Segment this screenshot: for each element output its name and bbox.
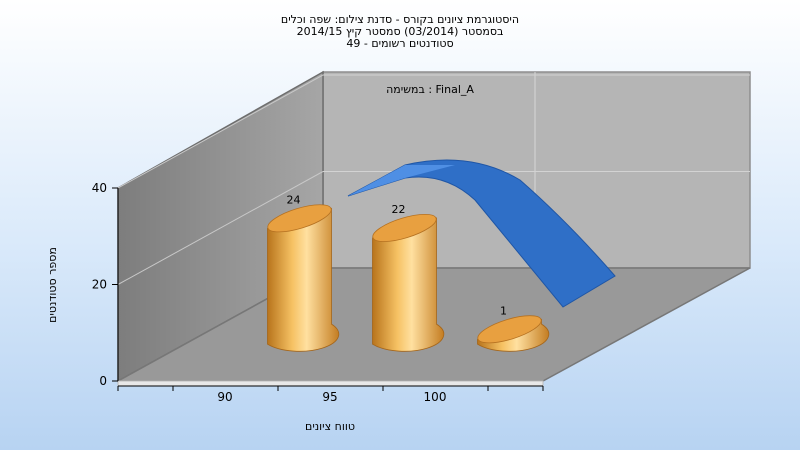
bar: 24 [267,193,340,352]
chart-subtitle-line-2: סטודנטים רשומים - 49 [346,37,454,50]
bar-body [372,217,445,352]
y-tick-label: 0 [99,374,107,388]
bars-group: 24 22 1 [267,193,550,352]
trend-ribbon [347,159,616,308]
bar-top [477,315,542,344]
bar-value-label: 22 [392,203,406,216]
chart-subtitle-line-1: בסמסטר (03/2014) סמסטר קיץ 2014/15 [296,25,504,38]
x-axis-label: טווח ציונים [305,420,355,433]
x-tick-label: 90 [217,390,232,404]
x-tick-label: 95 [322,390,337,404]
y-tick-label: 20 [92,278,107,292]
x-axis: 90 95 100 [117,385,544,404]
bar: 22 [372,203,445,352]
bar: 1 [477,304,550,352]
y-axis: 0 20 40 [92,181,119,388]
y-axis-label: מספר סטודנטים [46,247,59,323]
bar-body [267,207,340,352]
bar-value-label: 24 [287,193,301,206]
chart-annotation: במשימה : Final_A [386,83,474,96]
x-tick-label: 100 [424,390,447,404]
trend-ribbon-top [348,165,455,196]
chart-title: היסטוגרמת ציונים בקורס - סדנת צילום: שפה… [280,13,520,26]
floor-front-edge [117,380,544,387]
gridline-left [117,74,324,189]
y-tick-label: 40 [92,181,107,195]
bar-top [267,204,332,233]
gridline-left [117,171,324,285]
bar-value-label: 1 [500,304,507,317]
bar-top [372,213,437,242]
